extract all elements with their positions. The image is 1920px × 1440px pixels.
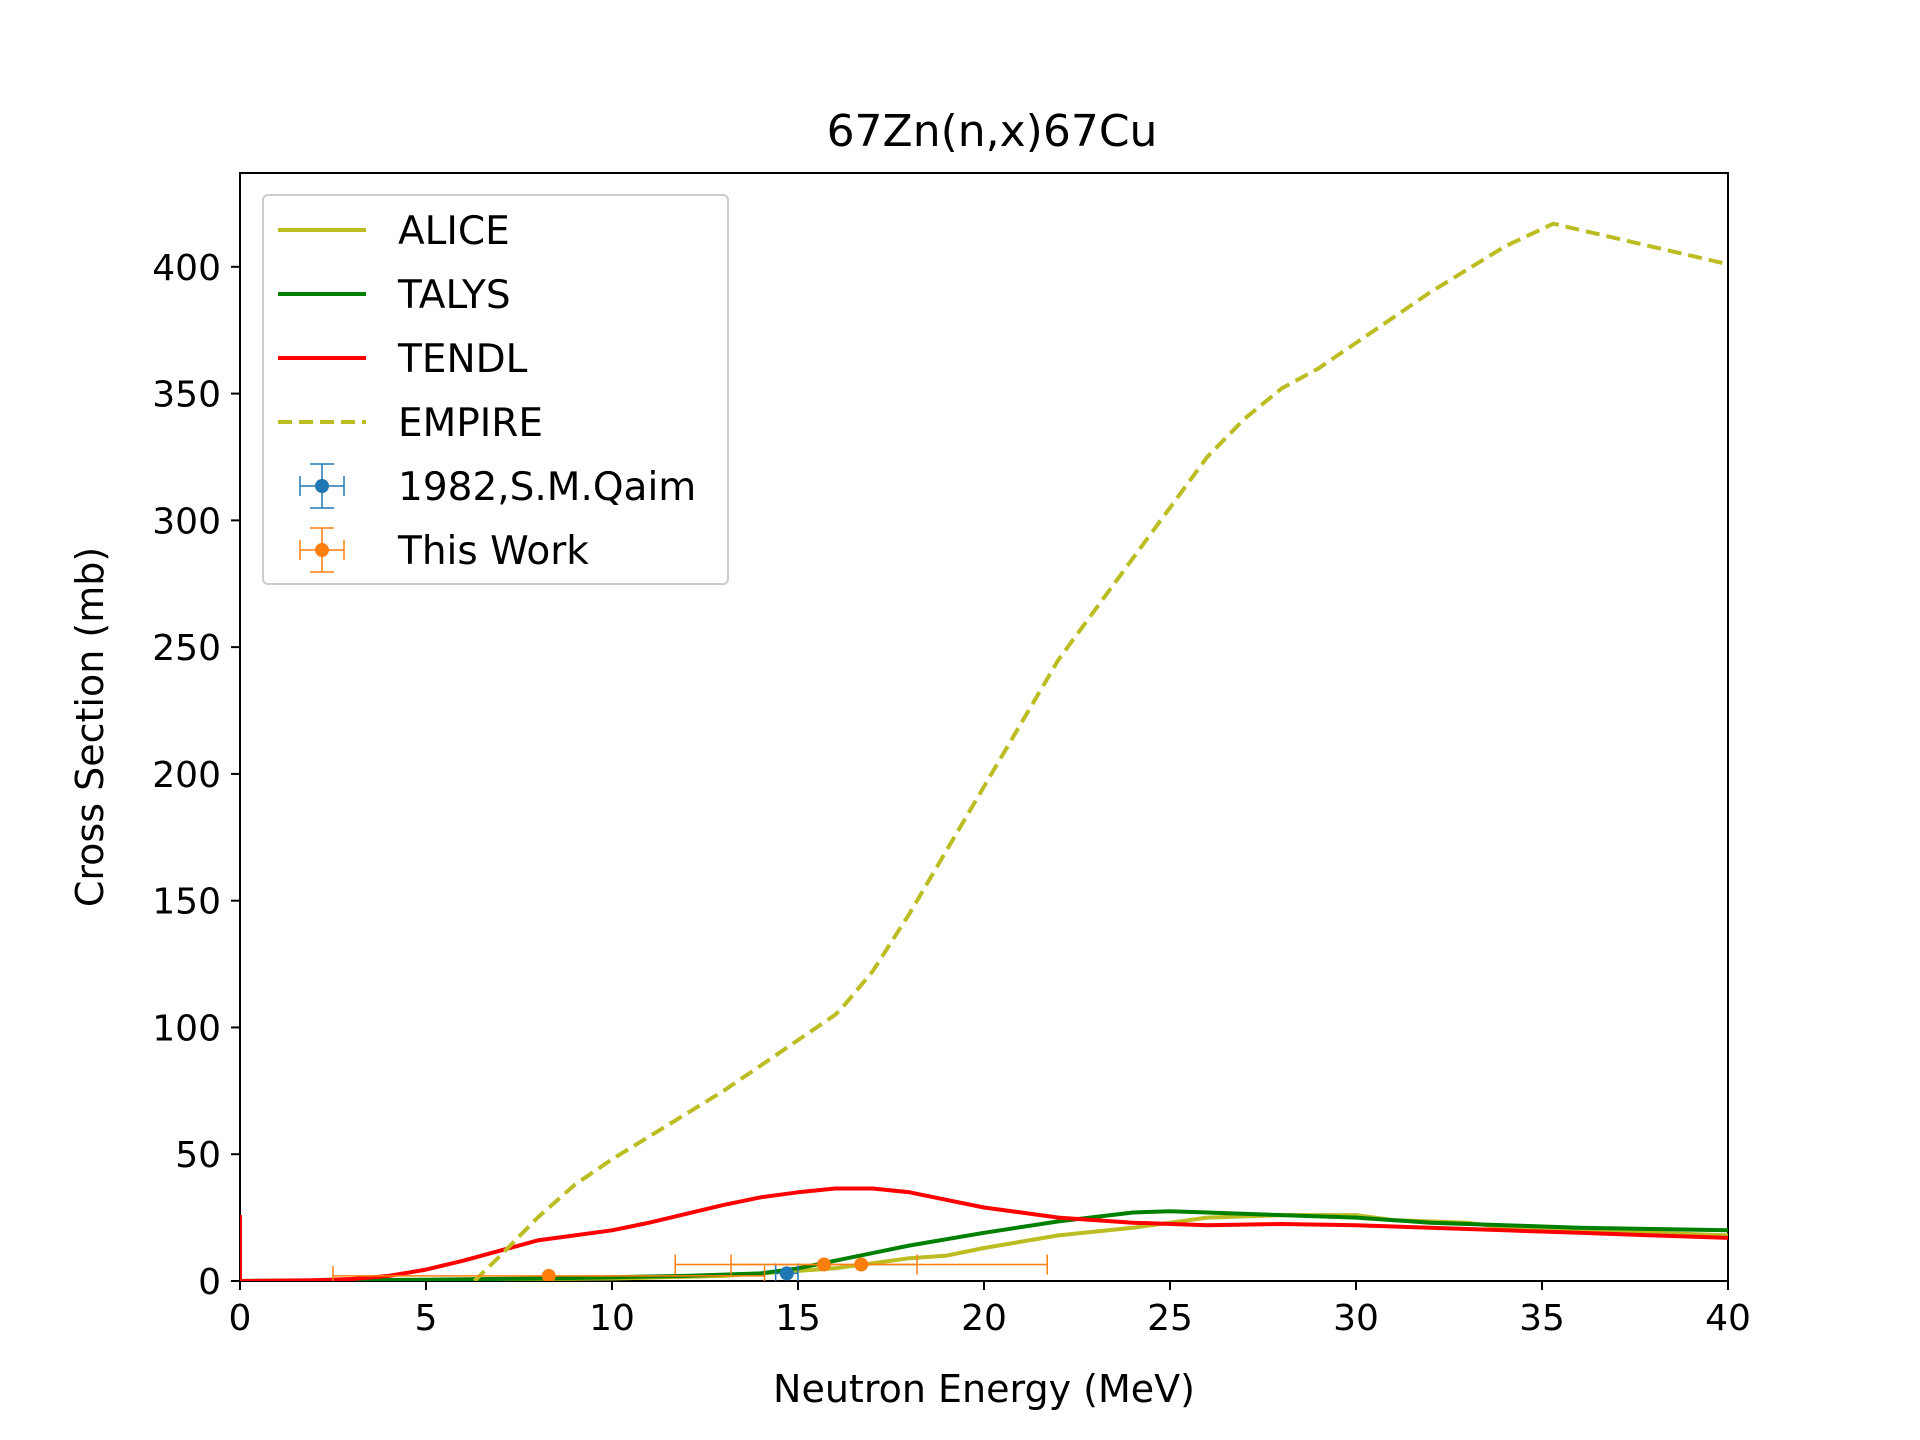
y-tick-label: 150 — [152, 882, 221, 923]
legend-label-alice: ALICE — [398, 209, 510, 254]
y-tick-label: 250 — [152, 628, 221, 669]
series-line-empire — [473, 221, 1728, 1281]
y-tick-label: 100 — [152, 1008, 221, 1049]
chart-title: 67Zn(n,x)67Cu — [827, 106, 1158, 157]
y-tick-label: 0 — [198, 1262, 221, 1303]
x-tick-label: 5 — [415, 1298, 438, 1339]
y-axis-label: Cross Section (mb) — [68, 547, 112, 907]
x-axis: 0 5 10 15 20 25 30 35 40 — [229, 1281, 1751, 1339]
series-line-talys — [240, 1209, 1728, 1281]
legend-label-talys: TALYS — [397, 273, 511, 318]
x-tick-label: 35 — [1519, 1298, 1565, 1339]
y-tick-label: 300 — [152, 501, 221, 542]
x-tick-label: 40 — [1705, 1298, 1751, 1339]
series-line-tendl — [240, 1186, 1728, 1281]
data-point-this-work — [541, 1268, 556, 1281]
x-tick-label: 15 — [775, 1298, 821, 1339]
legend-label-empire: EMPIRE — [398, 401, 543, 446]
data-layer — [240, 221, 1728, 1281]
x-axis-label: Neutron Energy (MeV) — [773, 1367, 1195, 1411]
legend-label-tendl: TENDL — [397, 337, 528, 382]
x-tick-label: 10 — [589, 1298, 635, 1339]
data-point-this-work — [854, 1257, 869, 1272]
x-tick-label: 25 — [1147, 1298, 1193, 1339]
y-tick-label: 350 — [152, 375, 221, 416]
x-tick-label: 20 — [961, 1298, 1007, 1339]
legend-marker-1982-s-m-qaim — [315, 479, 329, 493]
legend-label-1982-s-m-qaim: 1982,S.M.Qaim — [398, 465, 696, 510]
y-axis: 0 50 100 150 200 250 300 350 400 — [152, 248, 240, 1303]
legend-frame — [262, 194, 729, 585]
x-tick-label: 30 — [1333, 1298, 1379, 1339]
y-tick-label: 200 — [152, 755, 221, 796]
legend: ALICE TALYS TENDL EMPIRE 1982,S.M.Qaim This W… — [262, 194, 729, 585]
data-point-1982-s-m-qaim — [779, 1266, 794, 1281]
x-tick-label: 0 — [229, 1298, 252, 1339]
legend-label-this-work: This Work — [397, 529, 589, 574]
series-group — [240, 221, 1728, 1281]
y-tick-label: 50 — [175, 1135, 221, 1176]
y-tick-label: 400 — [152, 248, 221, 289]
legend-marker-this-work — [315, 543, 329, 557]
